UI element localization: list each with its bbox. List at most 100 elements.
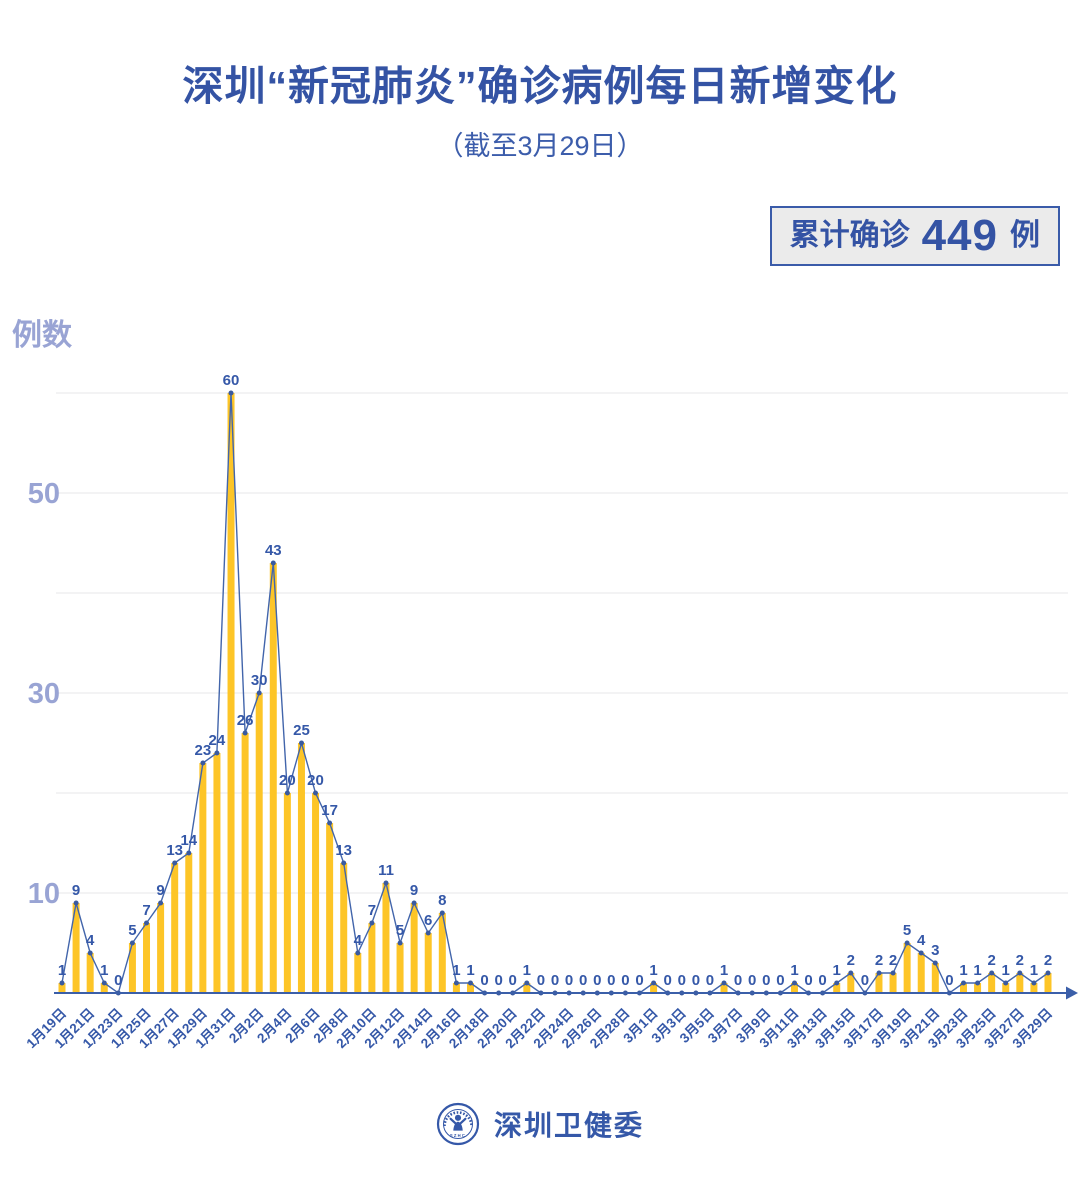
daily-bar xyxy=(988,973,996,993)
data-point xyxy=(1003,980,1009,986)
daily-bar xyxy=(86,953,94,993)
page-subtitle: （截至3月29日） xyxy=(436,131,644,161)
data-point xyxy=(284,790,290,796)
data-point xyxy=(961,980,966,986)
footer-org-name: 深圳卫健委 xyxy=(493,1110,644,1141)
data-point-label: 5 xyxy=(128,922,136,939)
data-point-label: 0 xyxy=(621,972,629,989)
badge-label: 累计确诊 xyxy=(789,219,910,252)
data-point xyxy=(1017,970,1023,976)
daily-bar xyxy=(185,853,193,993)
daily-bar xyxy=(466,983,474,993)
data-point-label: 0 xyxy=(635,972,643,989)
daily-bar xyxy=(227,393,235,993)
data-point-label: 1 xyxy=(523,962,531,979)
y-tick-label: 10 xyxy=(28,878,60,910)
data-point xyxy=(369,920,375,926)
data-point-label: 1 xyxy=(973,962,981,979)
data-point xyxy=(834,980,840,986)
x-axis-arrow-icon xyxy=(1066,986,1078,1000)
data-point-label: 11 xyxy=(378,862,394,879)
data-point-label: 2 xyxy=(847,952,855,969)
data-point-label: 9 xyxy=(72,882,80,899)
data-point-label: 26 xyxy=(237,712,254,729)
data-point-label: 6 xyxy=(424,912,432,929)
data-point xyxy=(975,980,981,986)
data-point xyxy=(299,740,304,746)
data-point xyxy=(989,970,995,976)
data-point-label: 4 xyxy=(917,932,926,949)
daily-bar xyxy=(382,883,390,993)
daily-bar xyxy=(424,933,432,993)
data-point-label: 20 xyxy=(307,772,324,789)
x-axis xyxy=(54,986,1078,1000)
data-point-label: 4 xyxy=(86,932,95,949)
daily-bar xyxy=(255,693,263,993)
daily-bar xyxy=(143,923,151,993)
daily-bar xyxy=(326,823,334,993)
daily-bar xyxy=(931,963,939,993)
data-point xyxy=(186,850,192,856)
data-point-label: 2 xyxy=(1044,952,1052,969)
data-point-label: 13 xyxy=(166,842,183,859)
data-point-label: 3 xyxy=(931,942,939,959)
y-tick-label: 30 xyxy=(28,678,60,710)
data-point-label: 60 xyxy=(223,372,240,389)
data-point-label: 0 xyxy=(734,972,742,989)
data-point xyxy=(228,390,234,396)
daily-bar xyxy=(58,983,66,993)
data-point-label: 0 xyxy=(776,972,784,989)
cumulative-total-badge: 累计确诊 449 例 xyxy=(769,206,1060,266)
x-tick-labels: 1月19日1月21日1月23日1月25日1月27日1月29日1月31日2月2日2… xyxy=(23,1006,1055,1052)
data-point xyxy=(890,970,896,976)
data-point-label: 0 xyxy=(565,972,573,989)
data-point-label: 0 xyxy=(706,972,714,989)
data-point-label: 0 xyxy=(762,972,770,989)
data-point xyxy=(158,900,164,906)
data-point xyxy=(73,900,79,906)
data-point-label: 9 xyxy=(156,882,164,899)
data-point xyxy=(651,980,657,986)
data-point xyxy=(524,980,530,986)
daily-bar xyxy=(396,943,404,993)
data-point xyxy=(87,950,93,956)
data-point xyxy=(313,790,318,796)
daily-bar xyxy=(241,733,249,993)
data-point xyxy=(383,880,389,886)
data-point xyxy=(59,980,65,986)
data-point-label: 1 xyxy=(649,962,657,979)
data-point-label: 0 xyxy=(748,972,756,989)
daily-bar xyxy=(312,793,320,993)
daily-bar xyxy=(354,953,362,993)
data-point-label: 1 xyxy=(959,962,967,979)
data-point-label: 8 xyxy=(438,892,446,909)
data-point-labels: 1941057913142324602630432025201713471159… xyxy=(58,372,1052,989)
y-tick-label: 50 xyxy=(28,478,60,510)
data-point xyxy=(792,980,797,986)
data-point xyxy=(129,940,135,946)
data-point xyxy=(425,930,431,936)
szhc-logo-icon: SZHC xyxy=(436,1102,480,1146)
data-point xyxy=(1031,980,1037,986)
data-point xyxy=(341,860,347,866)
daily-bar xyxy=(790,983,798,993)
data-point-label: 4 xyxy=(354,932,363,949)
daily-bar xyxy=(917,953,925,993)
daily-bar xyxy=(213,753,221,993)
data-point-label: 0 xyxy=(551,972,559,989)
daily-bar xyxy=(1044,973,1052,993)
data-point xyxy=(918,950,924,956)
data-point-label: 0 xyxy=(818,972,826,989)
y-tick-labels: 10 30 50 xyxy=(28,478,60,910)
daily-bar xyxy=(340,863,348,993)
data-point-label: 2 xyxy=(875,952,883,969)
data-point xyxy=(721,980,727,986)
data-point xyxy=(439,910,445,916)
data-point-label: 1 xyxy=(790,962,798,979)
daily-bar xyxy=(875,973,883,993)
data-point-label: 25 xyxy=(293,722,310,739)
data-point xyxy=(242,730,248,736)
daily-bar xyxy=(171,863,179,993)
daily-bar xyxy=(974,983,982,993)
